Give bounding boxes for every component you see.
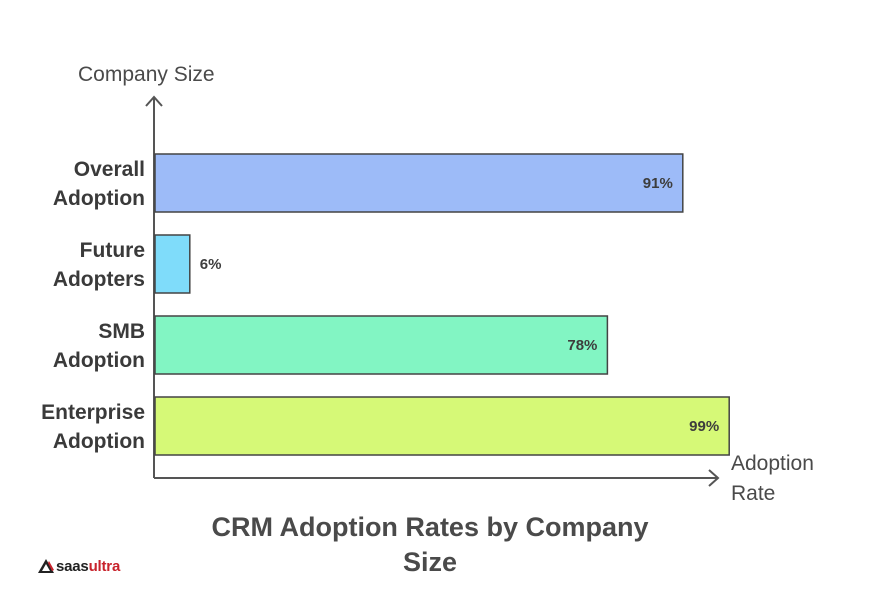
bar-value-label: 78% [567, 337, 597, 354]
category-label: Adoption [53, 349, 145, 372]
y-axis-title: Company Size [78, 63, 215, 86]
category-label: Adoption [53, 187, 145, 210]
chart-title-line-2: Size [403, 547, 457, 577]
category-label: Future [80, 239, 145, 262]
saasultra-logo-text: saasultra [56, 558, 120, 575]
chart-title-line-1: CRM Adoption Rates by Company [211, 512, 648, 542]
bar [154, 234, 191, 294]
category-label: SMB [98, 320, 145, 343]
category-label: Adoption [53, 430, 145, 453]
x-axis-arrow-icon [708, 469, 720, 487]
bar [154, 396, 730, 456]
bar [154, 153, 684, 213]
bar [154, 315, 609, 375]
category-label: Adopters [53, 268, 145, 291]
category-label: Overall [74, 158, 145, 181]
category-label: Enterprise [41, 401, 145, 424]
saasultra-logo-icon [38, 559, 54, 573]
logo-prefix: saas [56, 557, 89, 575]
bar-value-label: 99% [689, 418, 719, 435]
saasultra-logo: saasultra [38, 556, 120, 576]
bar-value-label: 6% [200, 256, 222, 273]
bar-value-label: 91% [643, 175, 673, 192]
bars-group: 91% Overall Adoption 6% Future Adopters 78% SMB… [41, 153, 730, 456]
x-axis-title-line-1: Adoption [731, 452, 814, 475]
y-axis-arrow-icon [145, 95, 163, 107]
x-axis-title-line-2: Rate [731, 482, 775, 505]
logo-accent: ultra [88, 557, 121, 575]
